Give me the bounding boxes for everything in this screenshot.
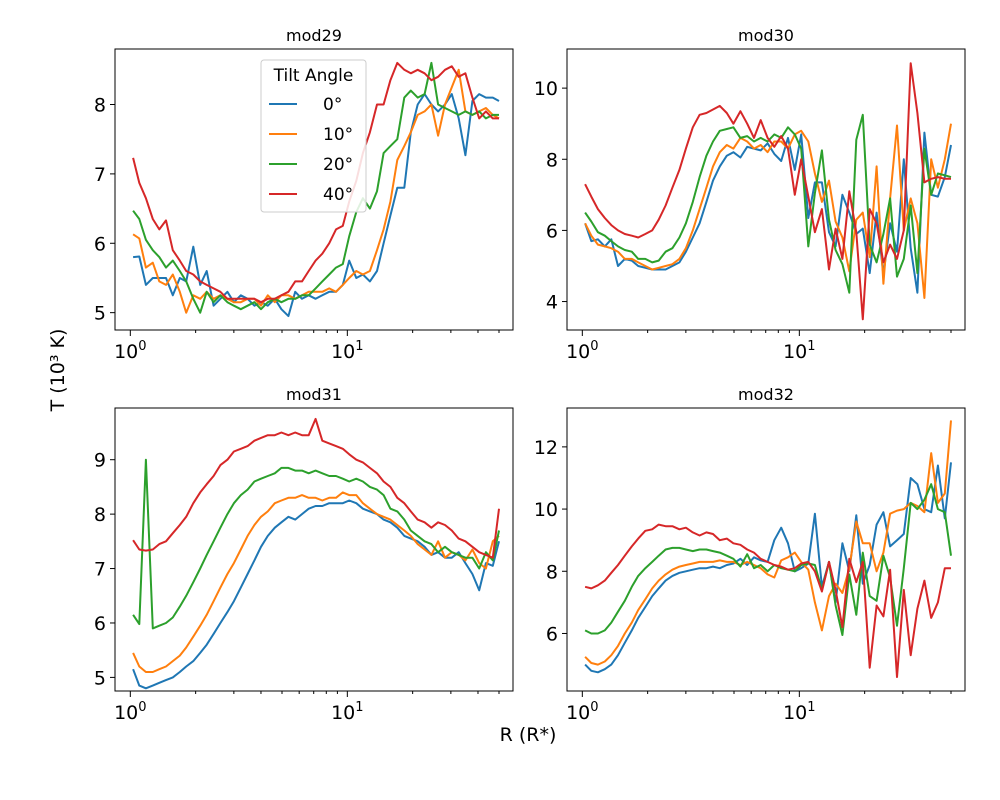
y-tick-label: 7	[94, 164, 106, 186]
legend-entry-label: 0°	[323, 95, 342, 115]
y-tick-label: 4	[546, 292, 558, 314]
y-tick-label: 7	[94, 559, 106, 581]
panel-title: mod29	[286, 26, 342, 45]
y-tick-label: 12	[534, 437, 558, 459]
series-line-20deg	[132, 61, 499, 314]
panel-title: mod31	[286, 385, 342, 404]
y-tick-label: 6	[546, 220, 558, 242]
panel-mod31: mod31 5 6 7 8 9 100 101	[94, 385, 514, 724]
y-tick-label: 5	[94, 303, 106, 325]
shared-y-axis-label: T (10³ K)	[47, 329, 69, 413]
y-tick-label: 10	[534, 499, 558, 521]
panel-title: mod32	[738, 385, 794, 404]
y-tick-label: 10	[534, 78, 558, 100]
panel-title: mod30	[738, 26, 794, 45]
shared-x-axis-label: R (R*)	[500, 724, 557, 746]
y-tick-label: 6	[94, 613, 106, 635]
x-tick-label: 101	[783, 339, 815, 363]
y-tick-label: 5	[94, 667, 106, 689]
legend-title: Tilt Angle	[273, 66, 354, 86]
y-tick-label: 6	[94, 233, 106, 255]
panel-mod32: mod32 6 8 10 12 100 101	[534, 385, 966, 724]
series-line-10deg	[132, 491, 500, 673]
series-line-40deg	[584, 62, 951, 321]
legend-box	[260, 59, 367, 213]
panel-mod30: mod30 4 6 8 10 100 101	[534, 26, 966, 363]
x-tick-label: 101	[783, 700, 815, 724]
y-tick-label: 8	[94, 504, 106, 526]
panels: mod29 5 6 7 8 100 101 mod30 4 6 8 10 100 101 mod31 5 6 7 8…	[94, 26, 966, 724]
legend: Tilt Angle 0° 10° 20° 40°	[260, 59, 367, 213]
series-line-20deg	[584, 113, 952, 294]
series-line-40deg	[584, 523, 951, 678]
x-tick-label: 100	[566, 339, 598, 363]
series-line-40deg	[132, 61, 499, 304]
y-tick-label: 9	[94, 450, 106, 472]
axes-frame	[114, 407, 514, 692]
y-tick-label: 8	[546, 149, 558, 171]
series-line-10deg	[584, 420, 952, 666]
series-line-0deg	[584, 131, 952, 294]
x-tick-label: 100	[114, 339, 146, 363]
series-line-0deg	[133, 93, 500, 318]
x-tick-label: 101	[331, 700, 363, 724]
series-line-0deg	[584, 462, 952, 674]
y-tick-label: 8	[94, 95, 106, 117]
series-line-10deg	[132, 68, 500, 314]
y-tick-label: 8	[546, 561, 558, 583]
legend-entry-label: 40°	[323, 185, 353, 205]
series-line-20deg	[132, 458, 500, 630]
x-tick-label: 100	[566, 700, 598, 724]
x-tick-label: 101	[331, 339, 363, 363]
y-tick-label: 6	[546, 623, 558, 645]
series-line-40deg	[132, 417, 500, 559]
legend-entry-label: 10°	[323, 125, 353, 145]
legend-entry-label: 20°	[323, 155, 353, 175]
x-tick-label: 100	[114, 700, 146, 724]
